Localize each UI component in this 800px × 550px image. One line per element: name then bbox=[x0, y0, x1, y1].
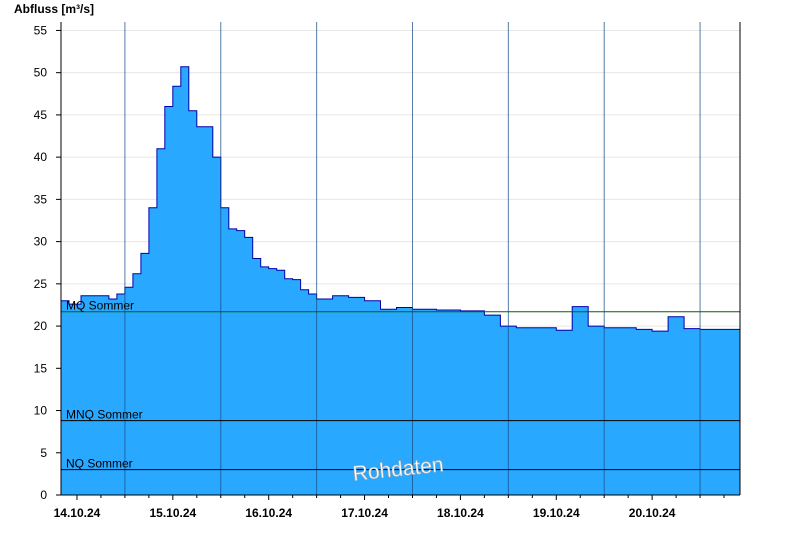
reference-line-label: NQ Sommer bbox=[66, 457, 133, 471]
y-tick-label: 55 bbox=[34, 23, 48, 37]
y-tick-label: 5 bbox=[40, 446, 47, 460]
x-tick-label: 18.10.24 bbox=[437, 506, 484, 520]
x-tick-label: 19.10.24 bbox=[533, 506, 580, 520]
axes: 0 5 10 15 20 25 30 35 40 45 50 55 14.10.24 15.10.24 16… bbox=[34, 22, 741, 520]
y-axis-label: Abfluss [m³/s] bbox=[14, 2, 94, 16]
reference-line-label: MQ Sommer bbox=[66, 299, 134, 313]
y-tick-label: 30 bbox=[34, 235, 48, 249]
discharge-line bbox=[61, 66, 741, 333]
discharge-area bbox=[61, 66, 740, 496]
reference-line-label: MNQ Sommer bbox=[66, 408, 143, 422]
x-tick-label: 16.10.24 bbox=[245, 506, 292, 520]
y-tick-label: 35 bbox=[34, 192, 48, 206]
y-tick-label: 40 bbox=[34, 150, 48, 164]
y-tick-label: 10 bbox=[34, 404, 48, 418]
day-boundary-layer bbox=[124, 22, 701, 495]
x-tick-label: 20.10.24 bbox=[629, 506, 676, 520]
area-layer bbox=[61, 66, 741, 496]
y-tick-label: 15 bbox=[34, 361, 48, 375]
y-tick-label: 45 bbox=[34, 108, 48, 122]
y-tick-label: 25 bbox=[34, 277, 48, 291]
y-tick-label: 0 bbox=[40, 488, 47, 502]
y-tick-label: 20 bbox=[34, 319, 48, 333]
x-tick-label: 15.10.24 bbox=[149, 506, 196, 520]
x-tick-label: 14.10.24 bbox=[54, 506, 101, 520]
x-tick-label: 17.10.24 bbox=[341, 506, 388, 520]
reference-lines: MQ Sommer MNQ Sommer NQ Sommer bbox=[61, 299, 740, 471]
y-tick-label: 50 bbox=[34, 66, 48, 80]
